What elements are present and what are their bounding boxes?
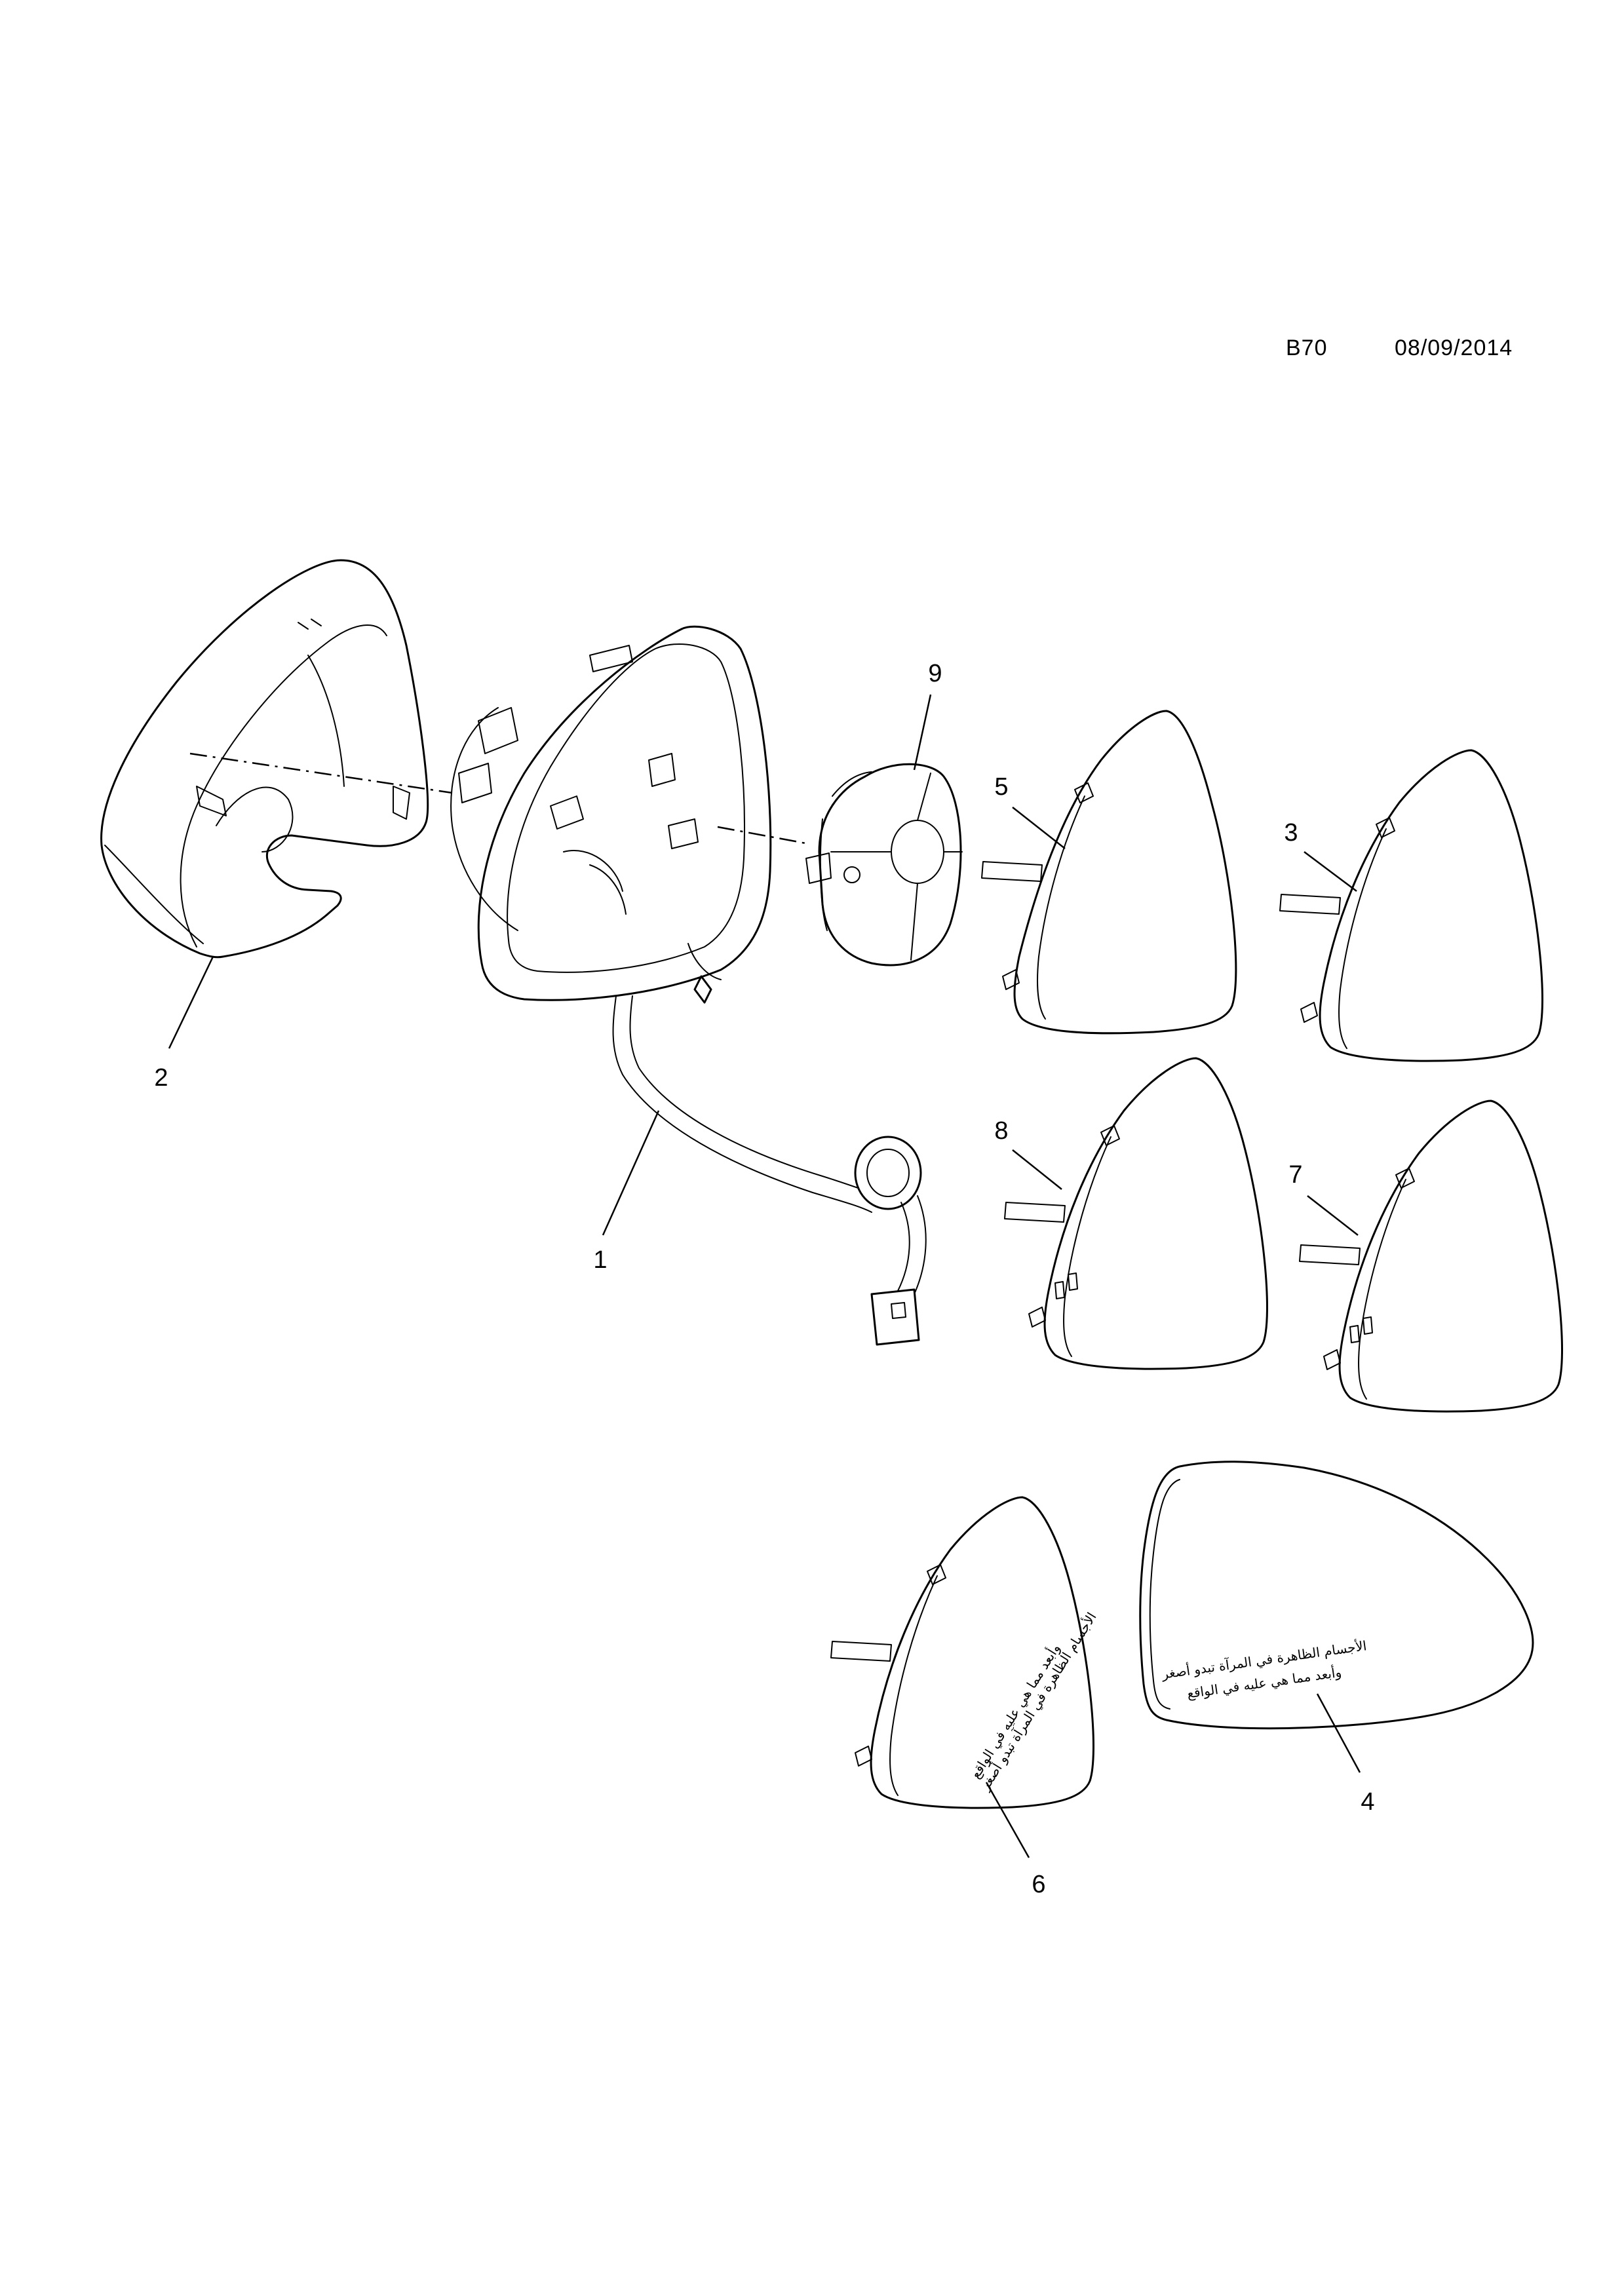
part-6-mirror-glass: الأجسام الظاهرة في المرآة تبدو أصغر وأبع… bbox=[830, 1496, 1100, 1809]
leader-6 bbox=[985, 1782, 1030, 1858]
alignment-axis bbox=[189, 752, 810, 845]
leader-5 bbox=[1012, 807, 1066, 849]
callout-1: 1 bbox=[593, 1246, 607, 1274]
callout-numbers: 1 2 3 4 5 6 7 8 9 bbox=[154, 660, 1374, 1898]
callout-6: 6 bbox=[1032, 1871, 1045, 1898]
part-2-mirror-cover bbox=[100, 559, 429, 959]
part-8-mirror-glass bbox=[1004, 1057, 1268, 1370]
part-9-actuator bbox=[805, 763, 963, 966]
callout-8: 8 bbox=[994, 1117, 1008, 1145]
part-4-mirror-glass: الأجسام الظاهرة في المرآة تبدو أصغر وأبع… bbox=[1139, 1461, 1534, 1730]
part-1-mirror-base bbox=[450, 625, 927, 1346]
leader-lines bbox=[168, 694, 1361, 1858]
leader-1 bbox=[602, 1110, 660, 1236]
callout-7: 7 bbox=[1288, 1161, 1302, 1189]
leader-4 bbox=[1316, 1693, 1361, 1773]
diagram-code: B70 bbox=[1286, 335, 1328, 360]
part-7-mirror-glass bbox=[1299, 1100, 1563, 1413]
diagram-date: 08/09/2014 bbox=[1395, 335, 1513, 360]
leader-2 bbox=[168, 956, 214, 1049]
leader-8 bbox=[1012, 1149, 1062, 1190]
leader-9 bbox=[913, 694, 932, 771]
part-3-mirror-glass bbox=[1279, 749, 1543, 1062]
callout-9: 9 bbox=[928, 660, 942, 687]
callout-4: 4 bbox=[1361, 1788, 1374, 1816]
callout-3: 3 bbox=[1284, 819, 1298, 847]
leader-3 bbox=[1304, 851, 1357, 892]
callout-2: 2 bbox=[154, 1064, 168, 1092]
part-5-mirror-glass bbox=[981, 710, 1237, 1035]
leader-7 bbox=[1307, 1195, 1359, 1236]
callout-5: 5 bbox=[994, 773, 1008, 801]
